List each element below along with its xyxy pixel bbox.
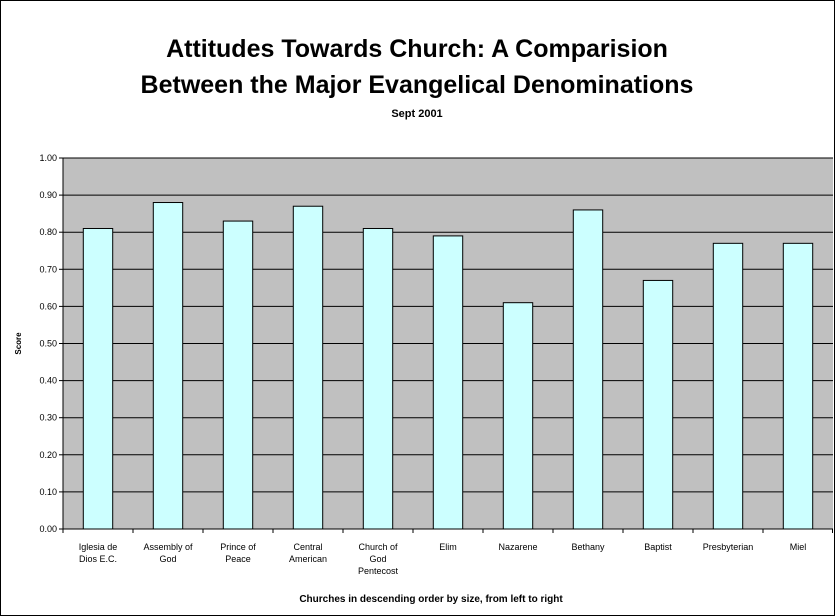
bar <box>362 227 394 530</box>
y-tick-label: 0.40 <box>39 376 57 386</box>
x-category-label: Central <box>293 542 322 552</box>
y-tick-label: 0.60 <box>39 301 57 311</box>
bar <box>432 235 464 530</box>
bar <box>712 242 744 530</box>
x-category-label: Elim <box>439 542 457 552</box>
x-category-label: Assembly of <box>143 542 193 552</box>
y-axis-title: Score <box>14 332 23 355</box>
y-tick-label: 0.30 <box>39 413 57 423</box>
chart-subtitle: Sept 2001 <box>391 108 442 120</box>
x-category-label: Peace <box>225 554 251 564</box>
x-category-label: God <box>159 554 176 564</box>
y-tick-label: 0.70 <box>39 264 57 274</box>
bar <box>152 202 184 530</box>
bar <box>572 209 604 530</box>
y-tick-label: 0.80 <box>39 227 57 237</box>
x-category-label: Church of <box>358 542 398 552</box>
chart-title-line-2: Between the Major Evangelical Denominati… <box>141 71 694 99</box>
bar <box>222 220 254 530</box>
x-category-label: Baptist <box>644 542 672 552</box>
x-category-label: American <box>289 554 327 564</box>
bar <box>502 302 534 530</box>
x-category-label: Iglesia de <box>79 542 118 552</box>
x-category-label: Presbyterian <box>703 542 754 552</box>
y-tick-label: 0.20 <box>39 450 57 460</box>
x-category-label: God <box>369 554 386 564</box>
bar <box>292 205 324 530</box>
x-category-labels: Iglesia de Dios E.C. Assembly of God Prince … <box>79 542 807 576</box>
axes <box>59 157 833 533</box>
y-tick-label: 0.50 <box>39 339 57 349</box>
y-tick-label: 0.90 <box>39 190 57 200</box>
x-category-label: Nazarene <box>498 542 537 552</box>
x-category-label: Pentecost <box>358 566 399 576</box>
bar <box>82 227 114 530</box>
bars <box>82 202 814 530</box>
x-category-label: Miel <box>790 542 807 552</box>
bar <box>642 279 674 530</box>
y-tick-label: 0.10 <box>39 487 57 497</box>
y-tick-labels: 0.00 0.10 0.20 0.30 0.40 0.50 0.60 0.70 0.80 0.90… <box>39 153 57 534</box>
x-category-label: Dios E.C. <box>79 554 117 564</box>
x-category-label: Bethany <box>571 542 605 552</box>
y-tick-label: 0.00 <box>39 524 57 534</box>
bar <box>782 242 814 530</box>
y-tick-label: 1.00 <box>39 153 57 163</box>
x-category-label: Prince of <box>220 542 256 552</box>
chart-title-line-1: Attitudes Towards Church: A Comparision <box>166 35 668 63</box>
x-axis-title: Churches in descending order by size, fr… <box>299 594 563 605</box>
